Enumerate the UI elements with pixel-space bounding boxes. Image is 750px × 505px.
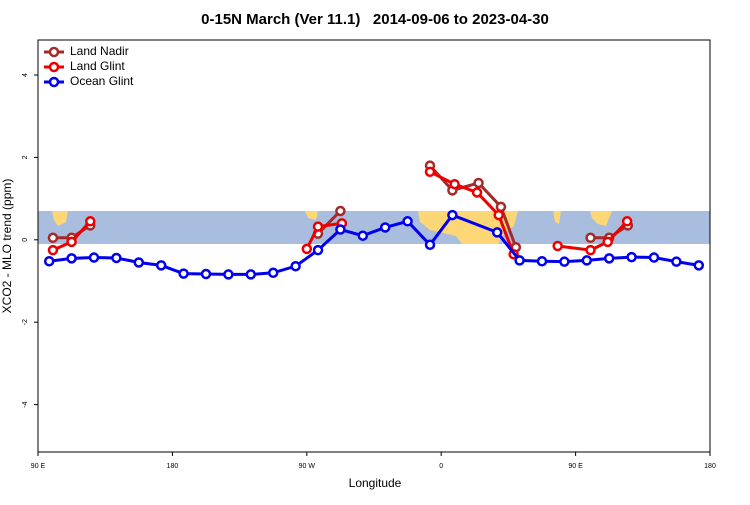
- data-point: [223, 269, 234, 280]
- y-tick-label: -2: [22, 319, 29, 325]
- x-axis-label: Longitude: [349, 476, 402, 490]
- data-point: [335, 224, 346, 235]
- y-tick-label: 4: [22, 73, 29, 77]
- y-axis-label: XCO2 - MLO trend (ppm): [0, 179, 14, 314]
- x-tick-label: 90 E: [31, 463, 46, 470]
- land: [52, 211, 68, 226]
- data-point: [424, 239, 436, 251]
- data-point: [473, 177, 484, 189]
- data-point: [693, 260, 705, 271]
- data-point: [559, 256, 570, 267]
- data-point: [402, 216, 413, 227]
- land: [553, 211, 561, 224]
- data-point: [178, 268, 189, 279]
- data-point: [379, 222, 391, 233]
- legend-marker: [48, 46, 60, 58]
- legend-label: Land Glint: [70, 59, 125, 73]
- data-point: [603, 253, 615, 264]
- data-point: [671, 256, 682, 267]
- data-point: [312, 244, 324, 256]
- data-point: [312, 221, 324, 232]
- data-point: [155, 260, 167, 271]
- chart-title: 0-15N March (Ver 11.1) 2014-09-06 to 202…: [201, 11, 549, 28]
- plot-frame: [37, 39, 711, 453]
- data-point: [585, 232, 596, 244]
- data-point: [133, 257, 145, 268]
- x-tick-label: 180: [704, 463, 716, 470]
- data-point: [602, 236, 613, 248]
- data-point: [626, 251, 637, 263]
- data-point: [447, 209, 458, 221]
- data-point: [66, 236, 77, 248]
- legend-marker: [48, 76, 60, 88]
- data-point: [47, 244, 59, 256]
- map-strip: [38, 211, 710, 244]
- data-point: [111, 252, 122, 264]
- land: [590, 211, 612, 226]
- x-tick-label: 90 W: [299, 463, 316, 470]
- data-point: [301, 243, 313, 255]
- data-point: [471, 187, 483, 198]
- data-point: [43, 255, 55, 267]
- data-point: [648, 252, 660, 263]
- x-tick-label: 180: [167, 463, 179, 470]
- data-point: [581, 255, 593, 266]
- legend-marker: [48, 61, 60, 73]
- data-point: [449, 178, 460, 190]
- data-point: [493, 209, 504, 221]
- data-point: [47, 232, 59, 244]
- data-point: [290, 260, 301, 272]
- data-point: [85, 216, 96, 227]
- y-tick-label: 0: [22, 238, 29, 242]
- data-point: [585, 244, 596, 256]
- data-point: [621, 216, 633, 227]
- data-point: [514, 255, 525, 266]
- data-point: [552, 240, 563, 252]
- data-point: [335, 205, 346, 217]
- legend-label: Ocean Glint: [70, 74, 134, 88]
- legend-label: Land Nadir: [70, 44, 129, 58]
- data-point: [267, 267, 279, 279]
- data-point: [491, 227, 503, 238]
- plot-layer: 90 E 180 90 W 0 90 E 180 -4 -2 0 2 4 Land NadirLand…: [22, 44, 716, 470]
- data-point: [66, 253, 77, 264]
- x-tick-label: 0: [439, 463, 443, 470]
- y-tick-label: -4: [22, 401, 29, 407]
- data-point: [536, 255, 548, 267]
- data-point: [88, 252, 100, 263]
- data-point: [245, 269, 257, 280]
- land: [305, 211, 318, 220]
- x-tick-label: 90 E: [568, 463, 583, 470]
- data-point: [495, 201, 507, 213]
- land: [418, 211, 518, 244]
- data-point: [424, 166, 436, 178]
- data-point: [357, 230, 369, 241]
- y-tick-label: 2: [22, 155, 29, 159]
- data-point: [200, 268, 212, 280]
